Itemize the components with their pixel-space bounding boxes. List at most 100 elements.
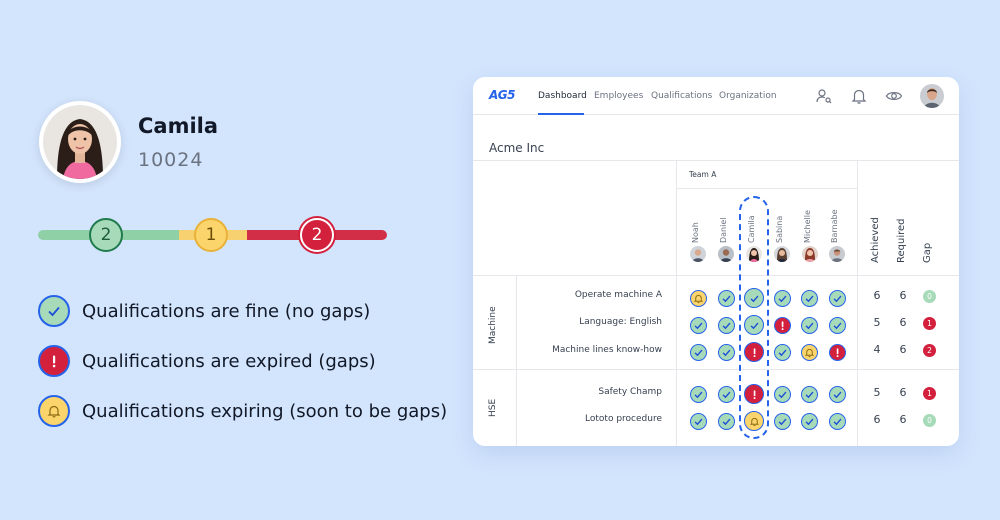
qualification-label[interactable]: Language: English (579, 317, 662, 327)
employee-avatar[interactable] (829, 246, 845, 262)
check-icon (832, 389, 843, 400)
check-icon (832, 293, 843, 304)
gap-header: Gap (922, 242, 933, 263)
legend-expired: Qualifications are expired (gaps) (38, 345, 376, 377)
status-cell-ok[interactable] (800, 385, 818, 403)
status-cell-ok[interactable] (800, 316, 818, 334)
status-cell-ok[interactable] (689, 412, 707, 430)
user-search-icon[interactable] (815, 87, 833, 105)
tab-qualifications[interactable]: Qualifications (651, 91, 713, 101)
status-cell-ok[interactable] (689, 343, 707, 361)
check-icon (777, 389, 788, 400)
status-cell-ok[interactable] (828, 289, 846, 307)
status-cell-ok[interactable] (717, 343, 735, 361)
legend-fine: Qualifications are fine (no gaps) (38, 295, 370, 327)
employee-name-daniel[interactable]: Daniel (719, 217, 728, 244)
employee-avatar[interactable] (774, 246, 790, 262)
legend-label: Qualifications are expired (gaps) (82, 350, 376, 372)
status-cell-ok[interactable] (828, 385, 846, 403)
divider (857, 160, 858, 446)
tab-employees[interactable]: Employees (594, 91, 644, 101)
check-icon (777, 293, 788, 304)
status-cell-so[interactable] (689, 289, 707, 307)
selected-employee-highlight (739, 196, 769, 439)
status-cell-ok[interactable] (828, 316, 846, 334)
gap-badge: 2 (923, 344, 936, 357)
status-cell-ok[interactable] (773, 289, 791, 307)
status-cell-ex[interactable] (773, 316, 791, 334)
employee-avatar[interactable] (718, 246, 734, 262)
gap-badge: 0 (923, 414, 936, 427)
user-avatar[interactable] (920, 84, 944, 108)
status-cell-ok[interactable] (773, 412, 791, 430)
achieved-value: 5 (873, 386, 881, 399)
top-nav: AG5 Dashboard Employees Qualifications O… (473, 77, 959, 115)
bell-icon (693, 293, 704, 304)
status-cell-ok[interactable] (717, 412, 735, 430)
qualification-label[interactable]: Lototo procedure (585, 414, 662, 424)
qualification-label[interactable]: Machine lines know-how (552, 345, 662, 355)
app-window: AG5 Dashboard Employees Qualifications O… (473, 77, 959, 446)
legend-label: Qualifications expiring (soon to be gaps… (82, 400, 448, 422)
bell-icon (804, 347, 815, 358)
employee-name-noah[interactable]: Noah (691, 222, 700, 243)
achieved-value: 6 (873, 289, 881, 302)
check-icon (721, 347, 732, 358)
status-cell-ok[interactable] (744, 288, 764, 308)
status-cell-ok[interactable] (717, 289, 735, 307)
employee-avatar[interactable] (746, 246, 762, 262)
expiring-count-badge: 1 (194, 218, 228, 252)
active-tab-indicator (538, 113, 584, 115)
employee-name-sabina[interactable]: Sabina (775, 215, 784, 243)
status-cell-ok[interactable] (800, 412, 818, 430)
status-cell-ok[interactable] (717, 385, 735, 403)
status-cell-ok[interactable] (689, 385, 707, 403)
company-name: Acme Inc (489, 141, 545, 155)
employee-name-barnabe[interactable]: Barnabe (830, 209, 839, 243)
check-icon (777, 416, 788, 427)
status-cell-ok[interactable] (828, 412, 846, 430)
profile-name: Camila (138, 114, 219, 138)
employee-name-michelle[interactable]: Michelle (803, 210, 812, 243)
profile-avatar (39, 101, 121, 183)
status-cell-ok[interactable] (773, 343, 791, 361)
legend-label: Qualifications are fine (no gaps) (82, 300, 371, 322)
qualification-label[interactable]: Operate machine A (574, 290, 662, 300)
employee-avatar[interactable] (690, 246, 706, 262)
achieved-header: Achieved (870, 217, 881, 263)
exclamation-icon (832, 347, 843, 358)
divider (473, 275, 959, 276)
check-icon (832, 416, 843, 427)
status-cell-so[interactable] (800, 343, 818, 361)
status-cell-ex[interactable] (744, 342, 764, 362)
check-icon (804, 293, 815, 304)
legend-expiring: Qualifications expiring (soon to be gaps… (38, 395, 447, 427)
divider (676, 160, 677, 446)
qualification-label[interactable]: Safety Champ (598, 387, 662, 397)
status-cell-ok[interactable] (689, 316, 707, 334)
check-icon (804, 320, 815, 331)
status-cell-ok[interactable] (773, 385, 791, 403)
required-value: 6 (899, 289, 907, 302)
exclamation-icon (38, 345, 70, 377)
status-cell-ok[interactable] (744, 315, 764, 335)
status-cell-ex[interactable] (744, 384, 764, 404)
profile-id: 10024 (138, 149, 204, 171)
tab-dashboard[interactable]: Dashboard (538, 91, 587, 101)
check-icon (804, 416, 815, 427)
required-value: 6 (899, 316, 907, 329)
logo[interactable]: AG5 (489, 88, 516, 102)
status-cell-ok[interactable] (800, 289, 818, 307)
bell-icon (38, 395, 70, 427)
check-icon (721, 293, 732, 304)
team-label: Team A (689, 170, 717, 179)
required-value: 6 (899, 343, 907, 356)
employee-avatar[interactable] (802, 246, 818, 262)
notification-bell-icon[interactable] (850, 87, 868, 105)
status-cell-ex[interactable] (828, 343, 846, 361)
tab-organization[interactable]: Organization (719, 91, 777, 101)
status-cell-ok[interactable] (717, 316, 735, 334)
check-icon (693, 389, 704, 400)
check-icon (721, 320, 732, 331)
eye-icon[interactable] (885, 87, 903, 105)
